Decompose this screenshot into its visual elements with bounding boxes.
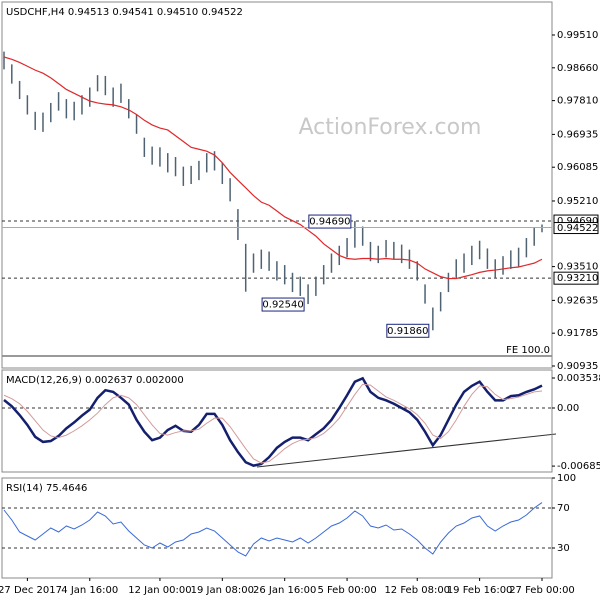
x-tick-label: 5 Feb 00:00 <box>317 585 376 596</box>
y-tick-label: 0.90935 <box>557 361 598 372</box>
y-tick-label: 0.91785 <box>557 328 598 339</box>
x-tick-label: 19 Jan 08:00 <box>191 585 254 596</box>
annotation-label: 0.91860 <box>387 326 428 337</box>
y-tick-label: 0.95210 <box>557 196 598 207</box>
y-tick-label: -0.006853 <box>557 461 600 472</box>
annotation-label: 0.94690 <box>309 217 350 228</box>
annotation-box <box>386 323 430 338</box>
series-line <box>3 376 543 467</box>
current-price-box <box>553 222 599 235</box>
panel-title: MACD(12,26,9) 0.002637 0.002000 <box>6 375 184 386</box>
panel-frame <box>1 477 553 579</box>
y-tick-label: 0.98660 <box>557 63 598 74</box>
y-tick-label: 0.99510 <box>557 30 598 41</box>
x-tick-label: 19 Feb 16:00 <box>447 585 513 596</box>
y-tick-label: 0.97810 <box>557 96 598 107</box>
current-price-label: 0.94522 <box>557 223 598 234</box>
x-tick-label: 26 Jan 16:00 <box>253 585 316 596</box>
annotation-box <box>261 297 305 312</box>
panel-title: RSI(14) 75.4646 <box>6 483 87 494</box>
panel-title: USDCHF,H4 0.94513 0.94541 0.94510 0.9452… <box>6 7 243 18</box>
series-line <box>3 383 543 464</box>
y-tick-label: 70 <box>557 503 570 514</box>
trend-line <box>256 433 557 468</box>
x-tick-label: 27 Feb 00:00 <box>509 585 575 596</box>
fe-label: FE 100.0 <box>506 345 550 356</box>
y-tick-label: 0.93510 <box>557 262 598 273</box>
level-label: 0.93210 <box>557 273 598 284</box>
y-tick-label: 100 <box>557 473 576 484</box>
x-tick-label: 4 Jan 16:00 <box>61 585 118 596</box>
x-tick-label: 27 Dec 2017 <box>0 585 62 596</box>
panel-frame <box>1 369 553 473</box>
annotation-label: 0.92540 <box>262 300 303 311</box>
series-line <box>3 502 543 557</box>
y-tick-label: 30 <box>557 543 570 554</box>
watermark: ActionForex.com <box>299 115 482 140</box>
level-label: 0.94690 <box>557 216 598 227</box>
x-tick-label: 12 Jan 00:00 <box>128 585 191 596</box>
x-tick-label: 12 Feb 08:00 <box>384 585 450 596</box>
y-tick-label: 0.96935 <box>557 129 598 140</box>
panel-frame <box>1 1 553 369</box>
moving-average <box>3 56 543 280</box>
level-box <box>553 271 599 285</box>
y-tick-label: 0.00 <box>557 403 579 414</box>
y-tick-label: 0.003538 <box>557 373 600 384</box>
y-tick-label: 0.96085 <box>557 162 598 173</box>
annotation-box <box>308 214 352 229</box>
y-tick-label: 0.92635 <box>557 295 598 306</box>
